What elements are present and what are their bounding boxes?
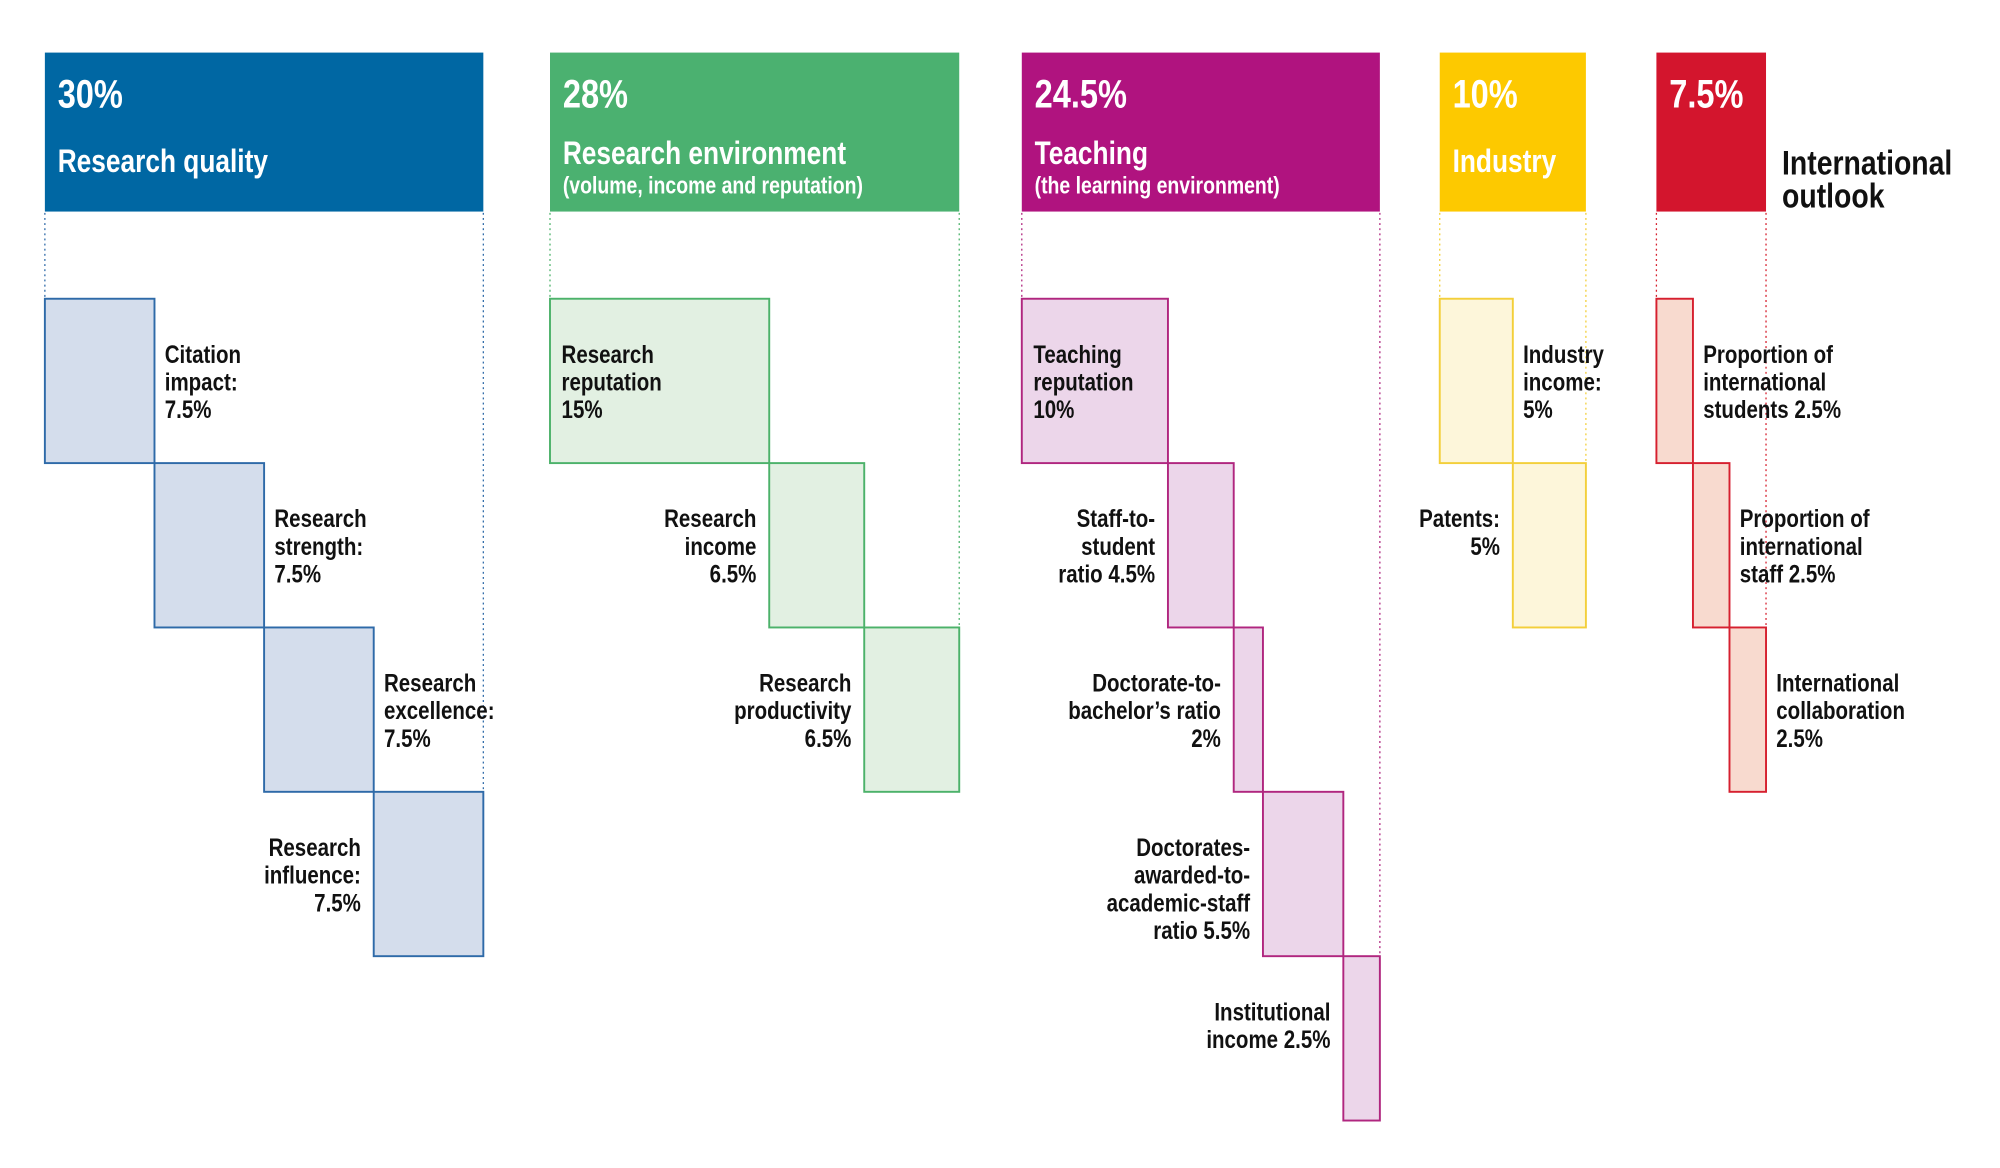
group-subtitle: (the learning environment) xyxy=(1035,172,1280,199)
weight-box xyxy=(1261,790,1345,958)
group-weight: 28% xyxy=(563,72,628,117)
item-label: Staff-to-student ratio 4.5% xyxy=(1058,504,1155,588)
item-label: Doctorate-to-bachelor’s ratio 2% xyxy=(1068,669,1221,753)
group-name: Research environment xyxy=(563,136,846,172)
group-header xyxy=(1656,52,1767,212)
group-name: Teaching xyxy=(1035,136,1148,172)
group-name: International outlook xyxy=(1782,143,1952,216)
group-weight: 7.5% xyxy=(1669,72,1743,117)
weight-box xyxy=(1232,626,1264,793)
weight-box xyxy=(1166,462,1235,629)
item-label: Research reputation 15% xyxy=(562,340,662,424)
weight-box xyxy=(1691,462,1731,629)
weight-box xyxy=(153,462,266,629)
item-label: Patents: 5% xyxy=(1419,504,1500,560)
item-label: Proportion of international staff 2.5% xyxy=(1740,504,1870,588)
item-label: Institutional income 2.5% xyxy=(1206,997,1330,1053)
weight-box xyxy=(1438,297,1514,465)
group-header xyxy=(550,52,960,212)
group-name: Research quality xyxy=(58,143,269,179)
weight-box xyxy=(1655,297,1694,465)
weight-box xyxy=(549,297,771,465)
weight-box xyxy=(1020,297,1169,465)
group-name: Industry xyxy=(1453,143,1557,179)
group-header xyxy=(1021,52,1380,212)
group-header xyxy=(1439,52,1586,212)
item-label: International collaboration 2.5% xyxy=(1776,669,1905,753)
group-subtitle: (volume, income and reputation) xyxy=(563,172,863,199)
weight-box xyxy=(863,626,961,793)
item-label: Teaching reputation 10% xyxy=(1033,340,1133,424)
item-label: Research productivity 6.5% xyxy=(734,669,852,753)
item-label: Research excellence: 7.5% xyxy=(384,669,495,753)
group-weight: 10% xyxy=(1453,72,1518,117)
item-label: Proportion of international students 2.5% xyxy=(1703,340,1841,424)
weight-box xyxy=(263,626,375,793)
item-label: Research strength: 7.5% xyxy=(274,504,366,588)
weight-box xyxy=(43,297,156,465)
group-header xyxy=(44,52,484,212)
weight-box xyxy=(1728,626,1767,793)
group-weight: 24.5% xyxy=(1035,72,1127,117)
item-label: Research influence: 7.5% xyxy=(264,833,361,917)
item-label: Doctorates-awarded-to-academic-staff rati… xyxy=(1107,833,1251,945)
group-weight: 30% xyxy=(58,72,123,117)
item-label: Citation impact: 7.5% xyxy=(165,340,241,424)
weight-box xyxy=(372,790,485,958)
weight-box xyxy=(768,462,866,629)
weight-box xyxy=(1511,462,1587,629)
item-label: Industry income: 5% xyxy=(1523,340,1604,424)
item-label: Research income 6.5% xyxy=(664,504,756,588)
weight-box xyxy=(1342,955,1381,1122)
